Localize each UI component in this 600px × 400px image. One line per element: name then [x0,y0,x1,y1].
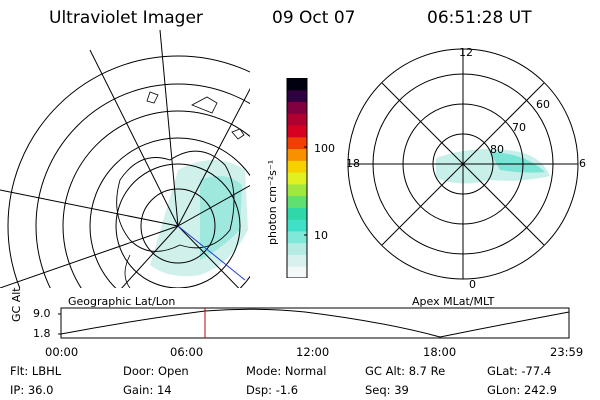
status-gc-alt: GC Alt: 8.7 Re [365,364,446,378]
colorbar-swatch [287,183,307,197]
status-door: Door: Open [123,364,189,378]
colorbar-swatch [287,136,307,150]
colorbar-swatch [287,160,307,173]
colorbar-swatch [287,230,307,244]
colorbar-swatch [287,89,307,103]
colorbar-swatch [287,172,307,185]
xtick-0000: 00:00 [45,345,79,359]
mlt-label-0: 0 [469,278,476,291]
colorbar-swatch [287,101,307,114]
status-seq: Seq: 39 [365,383,409,397]
colorbar-swatch [287,125,307,138]
colorbar-swatch [287,266,307,278]
status-dsp: Dsp: -1.6 [246,383,299,397]
colorbar [286,78,308,278]
xtick-1800: 18:00 [423,345,457,359]
date-label: 09 Oct 07 [272,8,356,28]
colorbar-tick-100: 100 [314,142,335,155]
colorbar-swatch [287,219,307,232]
geographic-map [0,30,250,288]
instrument-title: Ultraviolet Imager [49,8,203,28]
time-label: 06:51:28 UT [427,8,532,28]
colorbar-swatch [287,113,307,126]
colorbar-swatch [287,207,307,220]
mlt-label-18: 18 [346,157,360,170]
colorbar-swatch [287,254,307,267]
lat-label-70: 70 [512,121,526,134]
status-glon: GLon: 242.9 [487,383,557,397]
colorbar-swatch [287,78,307,91]
mlt-label-6: 6 [579,157,586,170]
status-ip: IP: 36.0 [10,383,54,397]
colorbar-swatch [287,195,307,208]
colorbar-unit-label: photon cm⁻²s⁻¹ [266,159,279,245]
status-gain: Gain: 14 [123,383,172,397]
status-mode: Mode: Normal [246,364,327,378]
xtick-2359: 23:59 [550,345,584,359]
xtick-0600: 06:00 [170,345,204,359]
altitude-ylabel: GC Alt [10,287,23,322]
status-glat: GLat: -77.4 [487,364,552,378]
altitude-plot [58,307,570,339]
lat-label-80: 80 [490,143,504,156]
colorbar-swatch [287,148,307,161]
altitude-curve [60,308,570,338]
magnetic-map-label: Apex MLat/MLT [412,295,495,308]
altitude-ytick-1-8: 1.8 [33,327,51,340]
mlt-label-12: 12 [459,46,473,59]
status-filter: Flt: LBHL [10,364,62,378]
xtick-1200: 12:00 [296,345,330,359]
colorbar-tick-10: 10 [314,229,328,242]
magnetic-map [347,48,579,280]
altitude-ytick-9: 9.0 [33,307,51,320]
colorbar-swatch [287,242,307,255]
lat-label-60: 60 [536,98,550,111]
geographic-map-label: Geographic Lat/Lon [68,295,176,308]
